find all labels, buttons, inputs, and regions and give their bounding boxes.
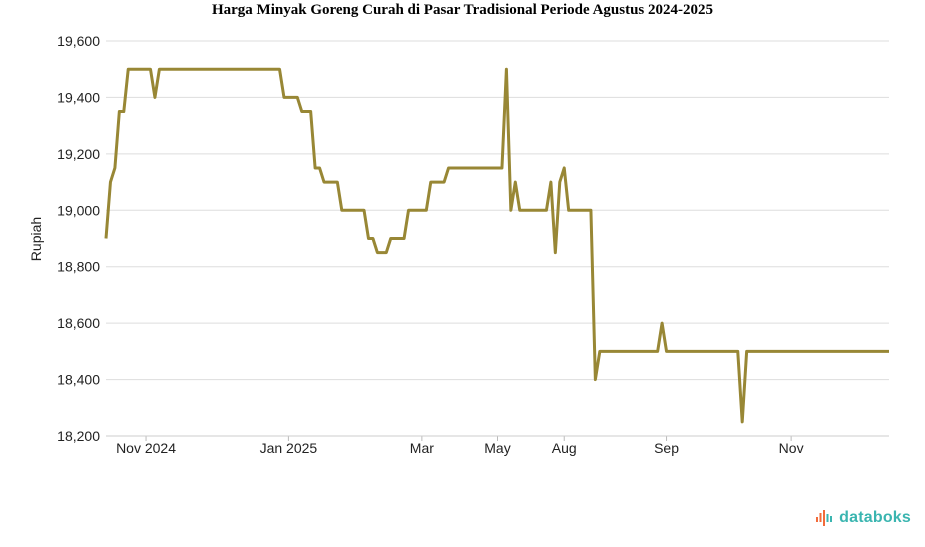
y-tick-label: 18,600 <box>57 315 100 331</box>
brand-logo[interactable]: databoks <box>816 509 911 527</box>
grid-lines <box>106 40 889 381</box>
brand-name: databoks <box>839 509 911 526</box>
series-line <box>104 67 889 424</box>
y-tick-label: 19,000 <box>57 202 100 218</box>
chart-title: Harga Minyak Goreng Curah di Pasar Tradi… <box>211 2 713 18</box>
y-tick-label: 18,200 <box>57 428 100 444</box>
y-tick-label: 19,400 <box>57 89 100 105</box>
x-tick-label: Sep <box>654 440 679 456</box>
y-tick-label: 18,400 <box>57 372 100 388</box>
y-tick-label: 19,600 <box>57 33 100 49</box>
x-axis-ticks: Nov 2024 Jan 2025 Mar May Aug Sep Nov <box>116 436 804 456</box>
y-axis-label: Rupiah <box>28 217 44 261</box>
x-tick-label: Nov 2024 <box>116 440 176 456</box>
y-tick-label: 19,200 <box>57 146 100 162</box>
series-layer <box>104 67 889 424</box>
y-tick-label: 18,800 <box>57 259 100 275</box>
x-tick-label: May <box>484 440 510 456</box>
databoks-bars-icon <box>816 510 833 526</box>
x-tick-label: Nov <box>779 440 804 456</box>
x-tick-label: Aug <box>552 440 577 456</box>
x-tick-label: Mar <box>410 440 434 456</box>
y-axis-ticks: 19,600 19,400 19,200 19,000 18,800 18,600 18,4… <box>57 33 100 444</box>
x-tick-label: Jan 2025 <box>260 440 318 456</box>
